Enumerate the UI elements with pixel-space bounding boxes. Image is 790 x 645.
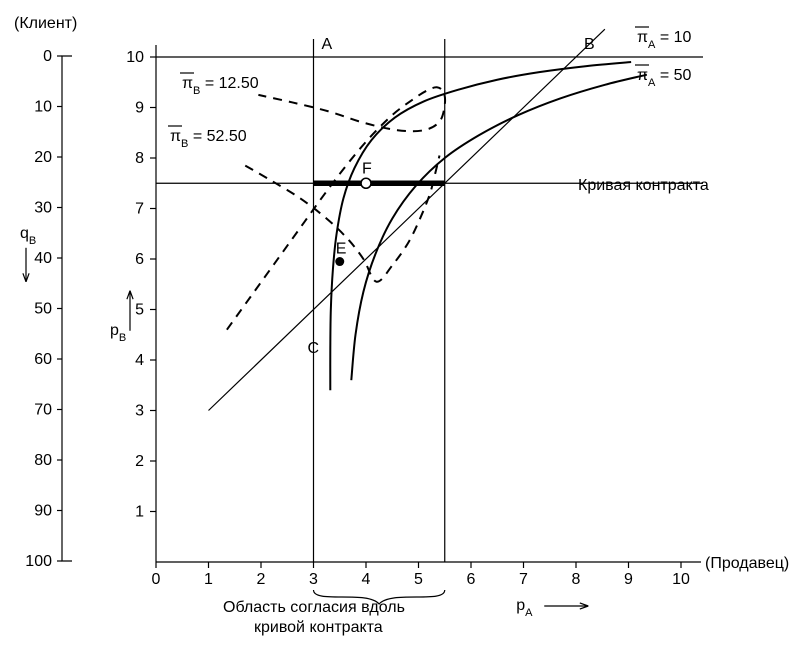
pA-tick: 7 — [519, 571, 528, 588]
pB-tick: 9 — [135, 100, 144, 117]
point-E — [335, 257, 344, 266]
point-C-label: C — [308, 340, 320, 357]
seller-label: (Продавец) — [705, 555, 789, 572]
qB-tick: 10 — [34, 99, 52, 116]
pA-tick: 0 — [152, 571, 161, 588]
qB-tick: 40 — [34, 250, 52, 267]
pA-tick: 1 — [204, 571, 213, 588]
pA-tick: 4 — [362, 571, 371, 588]
point-E-label: E — [336, 241, 347, 258]
qB-tick: 80 — [34, 452, 52, 469]
point-F-label: F — [362, 160, 372, 177]
pB-tick: 7 — [135, 201, 144, 218]
pA-tick: 2 — [257, 571, 266, 588]
qB-tick: 20 — [34, 149, 52, 166]
pB-tick: 6 — [135, 251, 144, 268]
point-B-label: B — [584, 36, 595, 53]
point-F — [361, 178, 371, 188]
qB-tick: 60 — [34, 351, 52, 368]
pB-tick: 10 — [126, 49, 144, 66]
pA-tick: 3 — [309, 571, 318, 588]
pB-tick: 3 — [135, 403, 144, 420]
pB-tick: 5 — [135, 302, 144, 319]
pA-tick: 10 — [672, 571, 690, 588]
brace-label-2: кривой контракта — [254, 619, 383, 636]
brace-label-1: Область согласия вдоль — [223, 599, 405, 616]
client-label: (Клиент) — [14, 15, 77, 32]
pB-tick: 4 — [135, 352, 144, 369]
qB-tick: 30 — [34, 200, 52, 217]
pB-tick: 1 — [135, 504, 144, 521]
pA-tick: 6 — [467, 571, 476, 588]
pB-tick: 2 — [135, 453, 144, 470]
pA-tick: 8 — [572, 571, 581, 588]
qB-tick: 0 — [43, 48, 52, 65]
qB-tick: 100 — [25, 553, 52, 570]
pB-tick: 8 — [135, 150, 144, 167]
pA-tick: 5 — [414, 571, 423, 588]
qB-tick: 90 — [34, 503, 52, 520]
anno-contract-curve: Кривая контракта — [578, 177, 709, 194]
pA-tick: 9 — [624, 571, 633, 588]
qB-tick: 50 — [34, 301, 52, 318]
point-A-label: А — [322, 36, 333, 53]
qB-tick: 70 — [34, 402, 52, 419]
